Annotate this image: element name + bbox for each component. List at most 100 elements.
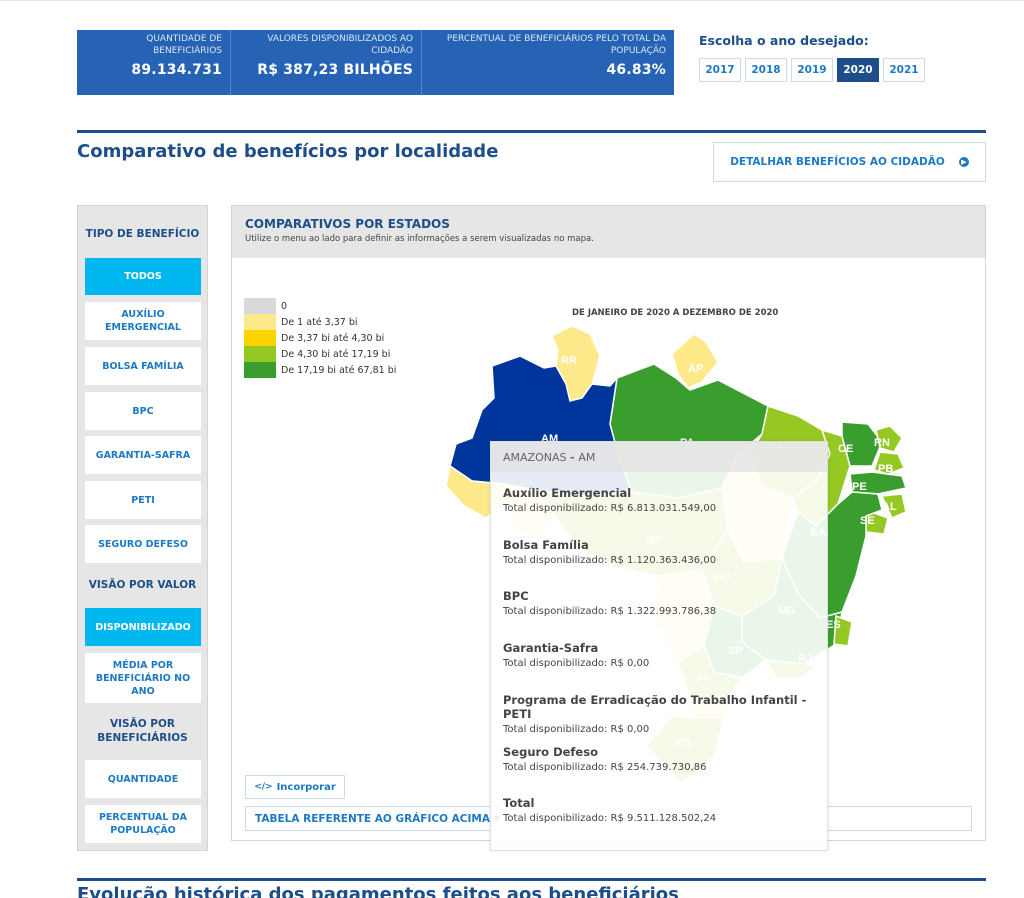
tooltip-item-name: Bolsa Família <box>503 538 589 552</box>
legend-label: De 4,30 bi até 17,19 bi <box>281 348 391 360</box>
tooltip-item: Garantia-Safra Total disponibilizado: R$… <box>503 641 649 669</box>
tooltip-item-value: Total disponibilizado: R$ 0,00 <box>503 658 650 669</box>
legend-item: De 17,19 bi até 67,81 bi <box>244 362 396 378</box>
filter-media-beneficiario[interactable]: MÉDIA POR BENEFICIÁRIO NO ANO <box>85 653 201 703</box>
filter-percentual-populacao[interactable]: PERCENTUAL DA POPULAÇÃO <box>85 805 201 843</box>
map-state-es[interactable] <box>833 614 853 647</box>
state-label-rn: RN <box>874 437 890 449</box>
map-state-pb[interactable] <box>873 451 905 475</box>
map-legend: 0 De 1 até 3,37 bi De 3,37 bi até 4,30 b… <box>244 298 396 378</box>
tooltip-item-name: Total <box>503 796 535 810</box>
state-label-se: SE <box>860 515 875 527</box>
filter-seguro-defeso[interactable]: SEGURO DEFESO <box>85 525 201 563</box>
state-label-pe: PE <box>852 481 867 493</box>
legend-label: De 3,37 bi até 4,30 bi <box>281 332 385 344</box>
embed-button-label: Incorporar <box>276 781 336 793</box>
tooltip-item: Programa de Erradicação do Trabalho Infa… <box>503 693 827 735</box>
map-state-rn[interactable] <box>875 425 903 453</box>
stat-label: PERCENTUAL DE BENEFICIÁRIOS PELO TOTAL D… <box>446 34 666 56</box>
embed-button[interactable]: </> Incorporar <box>245 775 345 799</box>
filter-auxilio-emergencial[interactable]: AUXÍLIO EMERGENCIAL <box>85 302 201 340</box>
section-title: Comparativo de benefícios por localidade <box>77 141 499 162</box>
visao-valor-heading: VISÃO POR VALOR <box>88 579 197 591</box>
legend-label: 0 <box>281 300 288 312</box>
stat-percentual: PERCENTUAL DE BENEFICIÁRIOS PELO TOTAL D… <box>422 30 674 95</box>
tooltip-item: Total Total disponibilizado: R$ 9.511.12… <box>503 796 716 824</box>
map-state-al[interactable] <box>880 493 907 519</box>
stat-beneficiarios: QUANTIDADE DE BENEFICIÁRIOS 89.134.731 <box>77 30 231 95</box>
legend-swatch <box>244 346 276 362</box>
legend-item: De 3,37 bi até 4,30 bi <box>244 330 396 346</box>
filter-todos[interactable]: TODOS <box>85 258 201 295</box>
tooltip-item-value: Total disponibilizado: R$ 254.739.730,86 <box>503 762 707 773</box>
tooltip-item-name: BPC <box>503 589 529 603</box>
map-period: DE JANEIRO DE 2020 A DEZEMBRO DE 2020 <box>572 308 779 318</box>
stat-valores: VALORES DISPONIBILIZADOS AO CIDADÃO R$ 3… <box>231 30 422 95</box>
state-label-ap: AP <box>688 363 703 375</box>
legend-item: De 1 até 3,37 bi <box>244 314 396 330</box>
top-divider <box>0 0 1024 1</box>
tooltip-item-value: Total disponibilizado: R$ 6.813.031.549,… <box>503 503 717 514</box>
tooltip-item: Auxílio Emergencial Total disponibilizad… <box>503 486 716 514</box>
year-button-2017[interactable]: 2017 <box>699 58 741 82</box>
state-label-pb: PB <box>878 463 893 475</box>
legend-swatch <box>244 314 276 330</box>
tooltip-state-uf: AM <box>578 451 596 464</box>
next-section-title: Evolução histórica dos pagamentos feitos… <box>77 884 679 898</box>
year-button-2021[interactable]: 2021 <box>883 58 925 82</box>
next-section-divider <box>77 878 986 881</box>
tooltip-item: Seguro Defeso Total disponibilizado: R$ … <box>503 745 707 773</box>
tooltip-item-value: Total disponibilizado: R$ 9.511.128.502,… <box>503 813 717 824</box>
tipo-beneficio-heading: TIPO DE BENEFÍCIO <box>85 228 200 240</box>
state-label-es: ES <box>826 619 841 631</box>
filter-bpc[interactable]: BPC <box>85 392 201 430</box>
filter-garantia-safra[interactable]: GARANTIA-SAFRA <box>85 436 201 474</box>
filter-disponibilizado[interactable]: DISPONIBILIZADO <box>85 608 201 646</box>
tooltip-item-name: Programa de Erradicação do Trabalho Infa… <box>503 693 807 721</box>
stat-label: QUANTIDADE DE BENEFICIÁRIOS <box>146 34 222 56</box>
stats-bar: QUANTIDADE DE BENEFICIÁRIOS 89.134.731 V… <box>77 30 674 95</box>
legend-swatch <box>244 330 276 346</box>
tooltip-item-value: Total disponibilizado: R$ 1.322.993.786,… <box>503 606 717 617</box>
tooltip-item-name: Auxílio Emergencial <box>503 486 632 500</box>
legend-item: De 4,30 bi até 17,19 bi <box>244 346 396 362</box>
stat-value: 89.134.731 <box>131 62 222 78</box>
year-selector: 2017 2018 2019 2020 2021 <box>699 58 925 82</box>
legend-swatch <box>244 362 276 378</box>
table-toggle-label: TABELA REFERENTE AO GRÁFICO ACIMA <box>255 812 490 825</box>
map-panel-subtitle: Utilize o menu ao lado para definir as i… <box>245 234 594 244</box>
section-divider <box>77 130 986 133</box>
tooltip-state-name: AMAZONAS <box>503 451 567 464</box>
tooltip-header: AMAZONAS - AM <box>491 442 827 472</box>
tooltip-item-value: Total disponibilizado: R$ 1.120.363.436,… <box>503 555 717 566</box>
year-selector-title: Escolha o ano desejado: <box>699 33 869 48</box>
map-state-ap[interactable] <box>671 333 719 389</box>
state-label-ce: CE <box>838 443 853 455</box>
map-panel-header: COMPARATIVOS POR ESTADOS Utilize o menu … <box>232 206 985 258</box>
benefit-filter-sidebar: TIPO DE BENEFÍCIO TODOS AUXÍLIO EMERGENC… <box>77 205 208 851</box>
tooltip-item: BPC Total disponibilizado: R$ 1.322.993.… <box>503 589 716 617</box>
detail-benefits-button[interactable]: DETALHAR BENEFÍCIOS AO CIDADÃO ▶ <box>713 142 986 182</box>
legend-swatch <box>244 298 276 314</box>
state-label-rr: RR <box>561 355 577 367</box>
visao-beneficiarios-heading: VISÃO POR BENEFICIÁRIOS <box>97 718 188 744</box>
map-state-ce[interactable] <box>841 421 883 467</box>
legend-label: De 17,19 bi até 67,81 bi <box>281 364 397 376</box>
stat-label: VALORES DISPONIBILIZADOS AO CIDADÃO <box>267 34 413 56</box>
tooltip-item: Bolsa Família Total disponibilizado: R$ … <box>503 538 716 566</box>
detail-button-label: DETALHAR BENEFÍCIOS AO CIDADÃO <box>730 156 945 168</box>
filter-bolsa-familia[interactable]: BOLSA FAMÍLIA <box>85 347 201 385</box>
chevron-right-icon: ▶ <box>958 157 969 167</box>
stat-value: R$ 387,23 BILHÕES <box>257 62 413 78</box>
state-tooltip: AMAZONAS - AM Auxílio Emergencial Total … <box>490 441 828 851</box>
year-button-2018[interactable]: 2018 <box>745 58 787 82</box>
legend-label: De 1 até 3,37 bi <box>281 316 358 328</box>
year-button-2019[interactable]: 2019 <box>791 58 833 82</box>
filter-peti[interactable]: PETI <box>85 481 201 519</box>
stat-value: 46.83% <box>606 62 666 78</box>
filter-quantidade[interactable]: QUANTIDADE <box>85 760 201 798</box>
map-panel-title: COMPARATIVOS POR ESTADOS <box>245 217 450 231</box>
year-button-2020[interactable]: 2020 <box>837 58 879 82</box>
code-icon: </> <box>254 782 273 792</box>
state-label-al: AL <box>882 501 897 513</box>
